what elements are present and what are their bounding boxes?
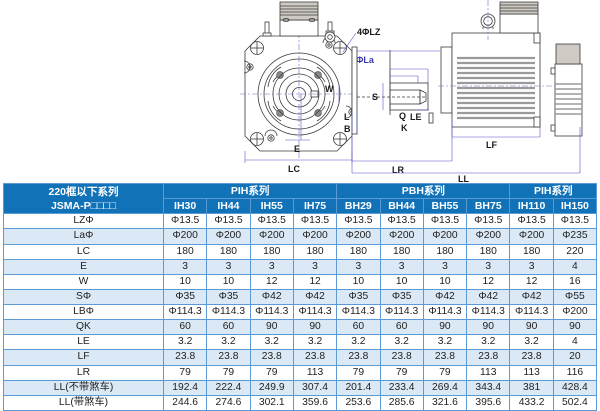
svg-text:LR: LR bbox=[392, 165, 404, 175]
svg-text:ΦLa: ΦLa bbox=[356, 55, 375, 65]
svg-text:Q: Q bbox=[399, 111, 406, 121]
svg-text:4ΦLZ: 4ΦLZ bbox=[357, 27, 381, 37]
svg-text:L: L bbox=[344, 112, 350, 122]
svg-text:LE: LE bbox=[410, 112, 422, 122]
svg-text:E: E bbox=[294, 144, 300, 154]
svg-text:S: S bbox=[372, 92, 378, 102]
svg-text:W: W bbox=[325, 84, 334, 94]
svg-text:K: K bbox=[401, 123, 408, 133]
svg-text:LC: LC bbox=[288, 164, 300, 174]
svg-text:LL: LL bbox=[458, 174, 469, 183]
svg-text:LF: LF bbox=[486, 140, 497, 150]
svg-text:B: B bbox=[344, 124, 351, 134]
